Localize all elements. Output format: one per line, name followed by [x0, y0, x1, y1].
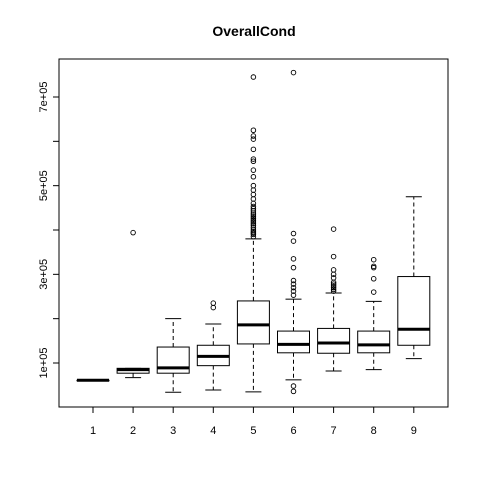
box	[357, 330, 391, 354]
outlier-point	[330, 267, 337, 273]
outlier-point	[370, 263, 377, 270]
x-tick-label: 1	[90, 425, 96, 437]
outlier-point	[250, 229, 257, 235]
outlier-point	[250, 203, 257, 210]
box-group	[196, 300, 230, 391]
box	[236, 300, 270, 345]
outlier-point	[330, 283, 337, 289]
outlier-point	[290, 281, 297, 287]
outlier-point	[290, 292, 297, 298]
outlier-point	[250, 174, 257, 180]
box-group	[277, 69, 310, 395]
outlier-point	[330, 253, 337, 260]
outlier-point	[250, 158, 257, 165]
outlier-point	[250, 213, 257, 220]
y-tick-label: 3e+05	[38, 259, 50, 290]
box	[317, 327, 351, 354]
y-tick-label: 1e+05	[38, 348, 50, 379]
outlier-point	[250, 222, 257, 229]
outlier-point	[370, 256, 377, 263]
outlier-point	[250, 212, 257, 218]
box-group	[156, 318, 190, 393]
x-tick-label: 7	[331, 425, 337, 437]
outlier-point	[330, 275, 337, 281]
box-group	[236, 74, 270, 393]
outlier-point	[290, 230, 297, 237]
outlier-point	[290, 277, 297, 284]
outlier-point	[250, 146, 257, 153]
y-tick-label: 5e+05	[38, 170, 50, 201]
outlier-point	[250, 191, 257, 198]
outlier-point	[130, 229, 136, 236]
outlier-point	[290, 388, 297, 395]
outlier-point	[250, 156, 257, 162]
x-tick-label: 5	[250, 425, 256, 437]
box-group	[76, 378, 110, 382]
outlier-point	[250, 219, 257, 225]
box-group	[397, 196, 431, 360]
outlier-point	[250, 127, 257, 133]
outlier-point	[330, 281, 337, 287]
box	[277, 330, 310, 354]
outlier-point	[370, 289, 377, 295]
y-tick-label: 7e+05	[38, 82, 50, 113]
x-tick-label: 4	[210, 425, 216, 437]
box-group	[116, 229, 150, 379]
outlier-point	[290, 69, 297, 76]
x-axis: 1 2 3 4 5 6 7 8 9	[90, 407, 417, 437]
x-tick-label: 2	[130, 425, 136, 437]
outlier-point	[250, 200, 257, 207]
outlier-point	[250, 196, 257, 202]
outlier-point	[290, 256, 297, 262]
outlier-point	[250, 205, 257, 212]
box-group	[357, 256, 391, 371]
x-tick-label: 9	[411, 425, 417, 437]
outlier-point	[250, 217, 257, 223]
outlier-point	[330, 288, 337, 294]
outlier-point	[330, 226, 337, 232]
outlier-point	[290, 284, 297, 291]
y-axis: 1e+05 3e+05 5e+05 7e+05	[38, 82, 59, 379]
outlier-point	[290, 264, 297, 271]
outlier-point	[330, 284, 337, 291]
outlier-point	[290, 238, 297, 244]
outlier-point	[290, 288, 297, 294]
outlier-point	[290, 383, 297, 389]
box	[397, 276, 431, 346]
outlier-point	[250, 225, 257, 231]
x-tick-label: 8	[371, 425, 377, 437]
outlier-point	[210, 300, 217, 306]
outlier-point	[250, 74, 257, 80]
outlier-point	[330, 286, 337, 293]
outlier-point	[250, 182, 257, 189]
outlier-point	[250, 133, 257, 139]
outlier-point	[210, 304, 217, 311]
box-group	[317, 226, 351, 372]
outlier-point	[250, 167, 257, 173]
outlier-point	[250, 187, 257, 193]
outlier-point	[250, 221, 257, 227]
boxes-layer	[76, 69, 431, 395]
x-tick-label: 6	[290, 425, 296, 437]
outlier-point	[250, 215, 257, 222]
chart-title: OverallCond	[212, 23, 295, 39]
outlier-point	[370, 276, 377, 282]
outlier-point	[250, 136, 257, 142]
x-tick-label: 3	[170, 425, 176, 437]
